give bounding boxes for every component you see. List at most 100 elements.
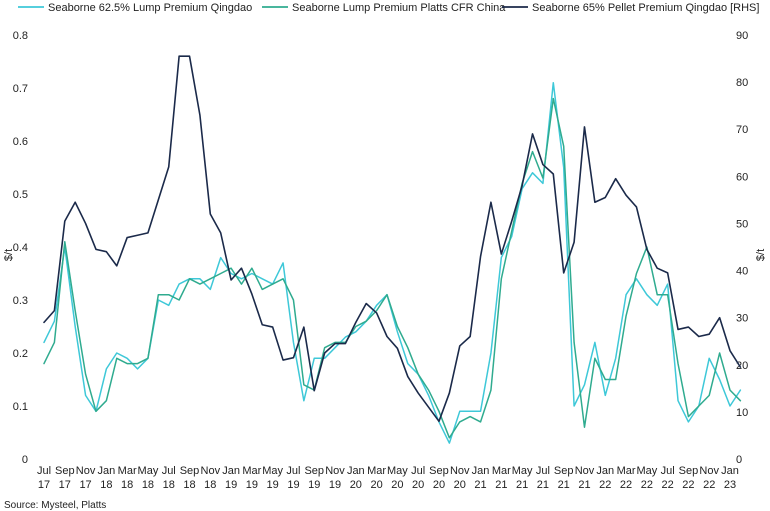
- x-tick-label-month: Sep: [554, 465, 574, 477]
- left-y-tick-label: 0: [22, 454, 28, 466]
- x-tick-label-month: Nov: [450, 465, 470, 477]
- legend-label-2: Seaborne Lump Premium Platts CFR China: [292, 2, 506, 14]
- x-tick-label-year: 18: [121, 479, 133, 491]
- x-tick-label-month: Jan: [596, 465, 614, 477]
- left-y-tick-label: 0.4: [13, 242, 28, 254]
- x-tick-label-month: Jul: [411, 465, 425, 477]
- x-tick-label-month: Sep: [429, 465, 449, 477]
- right-y-tick-label: 0: [736, 454, 742, 466]
- source-note: Source: Mysteel, Platts: [4, 500, 106, 511]
- x-tick-label-year: 18: [204, 479, 216, 491]
- x-tick-label-month: Jul: [286, 465, 300, 477]
- x-tick-label-month: May: [262, 465, 283, 477]
- x-tick-label-year: 22: [662, 479, 674, 491]
- x-tick-label-month: Mar: [367, 465, 386, 477]
- x-tick-label-year: 18: [142, 479, 154, 491]
- x-tick-label-month: Mar: [242, 465, 261, 477]
- right-y-tick-label: 50: [736, 218, 748, 230]
- x-tick-label-year: 20: [370, 479, 382, 491]
- left-y-tick-label: 0.1: [13, 401, 28, 413]
- series-layer: [43, 55, 742, 444]
- x-tick-label-month: Sep: [55, 465, 75, 477]
- x-tick-label-month: May: [387, 465, 408, 477]
- x-tick-label-year: 19: [225, 479, 237, 491]
- x-tick-label-year: 18: [163, 479, 175, 491]
- x-tick-label-year: 21: [578, 479, 590, 491]
- x-tick-label-year: 18: [183, 479, 195, 491]
- x-tick-label-year: 17: [59, 479, 71, 491]
- legend: Seaborne 62.5% Lump Premium Qingdao Seabo…: [18, 2, 759, 14]
- x-tick-label-year: 20: [350, 479, 362, 491]
- x-tick-label-year: 21: [474, 479, 486, 491]
- left-y-tick-label: 0.6: [13, 136, 28, 148]
- x-tick-label-year: 22: [641, 479, 653, 491]
- x-tick-label-year: 22: [682, 479, 694, 491]
- right-y-tick-label: 60: [736, 171, 748, 183]
- x-tick-label-month: May: [138, 465, 159, 477]
- x-tick-label-year: 21: [558, 479, 570, 491]
- x-tick-label-month: Sep: [180, 465, 200, 477]
- x-tick-label-year: 20: [433, 479, 445, 491]
- x-tick-label-month: Nov: [76, 465, 96, 477]
- x-tick-label-year: 19: [308, 479, 320, 491]
- right-y-tick-label: 90: [736, 30, 748, 42]
- x-tick-label-month: Jan: [721, 465, 739, 477]
- left-y-tick-label: 0.2: [13, 348, 28, 360]
- right-y-tick-label: 10: [736, 407, 748, 419]
- x-tick-label-year: 21: [537, 479, 549, 491]
- x-tick-label-month: Nov: [325, 465, 345, 477]
- x-tick-label-month: Jul: [162, 465, 176, 477]
- x-tick-label-year: 23: [724, 479, 736, 491]
- x-axis: Jul 17 Sep 17 Nov 17 Jan 18 Mar 18 May 18 Jul 18 Sep 18…: [37, 465, 739, 491]
- x-tick-label-year: 17: [79, 479, 91, 491]
- x-tick-label-year: 19: [329, 479, 341, 491]
- x-tick-label-month: Nov: [699, 465, 719, 477]
- x-tick-label-month: Nov: [575, 465, 595, 477]
- x-tick-label-month: May: [512, 465, 533, 477]
- x-tick-label-year: 22: [599, 479, 611, 491]
- right-y-tick-label: 30: [736, 313, 748, 325]
- left-axis-title: $/t: [3, 249, 15, 261]
- x-tick-label-year: 19: [246, 479, 258, 491]
- right-axis-title: $/t: [755, 249, 767, 261]
- x-tick-label-year: 20: [391, 479, 403, 491]
- x-tick-label-month: Jul: [536, 465, 550, 477]
- x-tick-label-month: Mar: [118, 465, 137, 477]
- left-y-tick-label: 0.7: [13, 83, 28, 95]
- x-tick-label-month: Jul: [37, 465, 51, 477]
- left-y-tick-label: 0.8: [13, 30, 28, 42]
- right-y-tick-label: 40: [736, 266, 748, 278]
- x-tick-label-month: Nov: [201, 465, 221, 477]
- left-y-tick-label: 0.5: [13, 189, 28, 201]
- x-tick-label-year: 20: [412, 479, 424, 491]
- legend-label-3: Seaborne 65% Pellet Premium Qingdao [RHS…: [532, 2, 759, 14]
- right-y-tick-label: 20: [736, 360, 748, 372]
- legend-label-1: Seaborne 62.5% Lump Premium Qingdao: [48, 2, 252, 14]
- series-line-2: [43, 97, 742, 439]
- x-tick-label-year: 17: [38, 479, 50, 491]
- x-tick-label-month: Mar: [492, 465, 511, 477]
- x-tick-label-year: 22: [620, 479, 632, 491]
- x-tick-label-month: Jan: [222, 465, 240, 477]
- right-y-tick-label: 80: [736, 77, 748, 89]
- x-tick-label-month: Jan: [347, 465, 365, 477]
- x-tick-label-month: Sep: [679, 465, 699, 477]
- x-tick-label-month: May: [636, 465, 657, 477]
- x-tick-label-year: 19: [287, 479, 299, 491]
- x-tick-label-year: 18: [100, 479, 112, 491]
- series-line-1: [43, 81, 742, 444]
- x-tick-label-year: 22: [703, 479, 715, 491]
- x-tick-label-year: 19: [267, 479, 279, 491]
- x-tick-label-year: 21: [495, 479, 507, 491]
- x-tick-label-month: Jan: [97, 465, 115, 477]
- x-tick-label-year: 20: [454, 479, 466, 491]
- series-line-3: [43, 55, 742, 423]
- left-y-tick-label: 0.3: [13, 295, 28, 307]
- x-tick-label-month: Sep: [304, 465, 324, 477]
- x-tick-label-month: Jul: [661, 465, 675, 477]
- left-y-axis: 0 0.1 0.2 0.3 0.4 0.5 0.6 0.7 0.8: [13, 30, 28, 466]
- right-y-axis: 0 10 20 30 40 50 60 70 80 90: [736, 30, 748, 466]
- x-tick-label-year: 21: [516, 479, 528, 491]
